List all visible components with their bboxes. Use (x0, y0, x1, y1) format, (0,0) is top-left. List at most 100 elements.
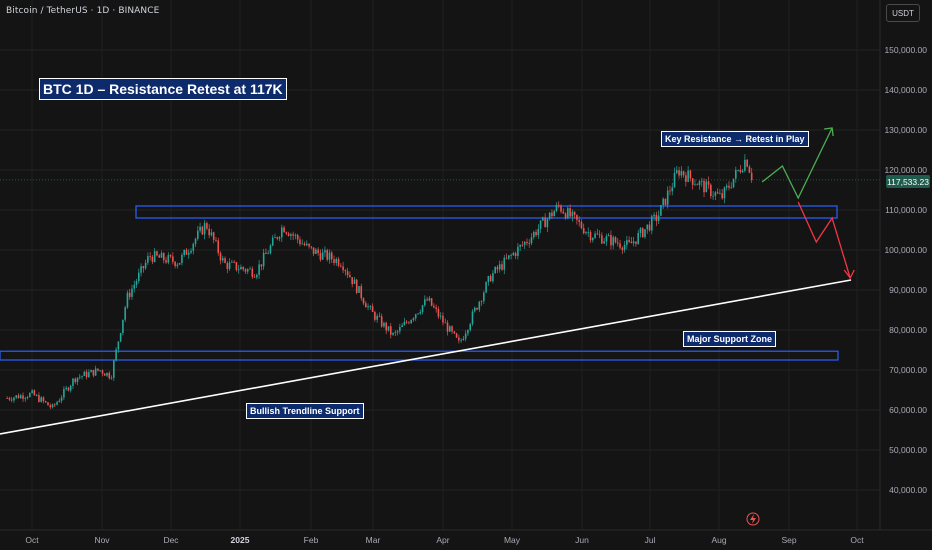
candle-body (110, 377, 113, 379)
last-price-label: 117,533.23 (886, 175, 930, 188)
zones-layer (0, 205, 839, 361)
candle-body (614, 237, 617, 243)
candle-body (72, 378, 74, 386)
candle-body (644, 229, 646, 238)
candle-body (619, 243, 621, 248)
candle-body (573, 211, 576, 215)
candle-body (585, 232, 587, 234)
y-tick-label: 40,000.00 (889, 485, 927, 495)
candle-body (206, 223, 208, 229)
candle-body (51, 404, 54, 408)
candle-body (553, 211, 556, 217)
misc-layer (746, 512, 760, 526)
candle-body (260, 264, 263, 267)
candle-body (551, 212, 553, 217)
candle-body (698, 181, 701, 186)
candle-body (76, 377, 79, 382)
candle-body (262, 252, 265, 267)
candle-body (169, 255, 172, 257)
candle-body (412, 318, 415, 320)
candle-body (42, 397, 45, 402)
candle-body (610, 235, 612, 246)
candle-body (414, 314, 417, 319)
candle-body (601, 235, 603, 244)
candle-body (532, 231, 535, 238)
x-tick-label: Mar (366, 535, 381, 545)
candle-body (612, 237, 615, 246)
candle-body (578, 219, 580, 222)
candle-body (31, 390, 33, 394)
candle-body (38, 395, 40, 402)
candle-body (696, 184, 699, 186)
candle-body (451, 326, 453, 332)
candle-body (122, 319, 124, 334)
candle-body (675, 170, 678, 173)
candle-body (135, 281, 138, 285)
x-tick-label: Jul (645, 535, 656, 545)
symbol-header: Bitcoin / TetherUS · 1D · BINANCE (6, 6, 160, 16)
candle-body (383, 322, 385, 327)
candle-body (324, 250, 326, 253)
candle-body (326, 250, 329, 260)
candle-body (15, 395, 18, 398)
candle-body (192, 243, 195, 251)
candle-body (660, 205, 662, 216)
x-tick-label: Nov (94, 535, 110, 545)
candle-body (716, 192, 719, 194)
candle-body (385, 322, 388, 331)
candle-body (78, 376, 81, 378)
y-tick-label: 50,000.00 (889, 445, 927, 455)
candle-body (714, 192, 717, 196)
candle-body (653, 214, 655, 217)
candle-body (240, 266, 242, 270)
candle-body (183, 249, 185, 255)
currency-button[interactable]: USDT (886, 4, 920, 22)
candle-body (355, 279, 358, 293)
candle-body (147, 256, 149, 263)
candle-body (685, 175, 687, 182)
candle-body (433, 305, 435, 308)
candle-body (344, 270, 347, 272)
candle-body (591, 237, 594, 241)
candle-body (340, 265, 342, 267)
candle-body (187, 252, 190, 255)
candle-body (165, 260, 167, 263)
trendline (0, 279, 852, 435)
candle-body (462, 338, 465, 341)
candle-body (244, 269, 247, 272)
candle-body (369, 306, 372, 308)
candle-body (514, 253, 517, 256)
candle-body (353, 279, 356, 284)
candle-body (315, 249, 317, 254)
candle-body (74, 378, 77, 382)
candle-body (735, 170, 737, 179)
candle-body (707, 181, 710, 185)
lightning-icon (746, 512, 760, 526)
candle-body (408, 322, 410, 324)
candle-body (641, 228, 644, 238)
candle-body (69, 385, 72, 391)
candle-body (567, 208, 569, 219)
candle-body (539, 220, 542, 229)
y-tick-label: 110,000.00 (885, 205, 927, 215)
candle-body (378, 315, 381, 317)
candle-body (231, 261, 233, 263)
candle-body (56, 402, 58, 405)
candle-body (671, 187, 674, 192)
candle-body (256, 274, 258, 278)
candle-body (49, 405, 52, 408)
candle-body (646, 224, 649, 230)
candle-body (292, 234, 294, 236)
candle-body (648, 224, 651, 231)
candle-body (8, 398, 11, 400)
candle-body (253, 276, 256, 278)
bullish-projection (761, 127, 833, 200)
candle-body (294, 234, 297, 236)
candle-body (501, 264, 503, 270)
support-zone-annotation: Major Support Zone (683, 331, 776, 347)
candle-body (162, 253, 165, 261)
candle-body (562, 211, 565, 214)
y-tick-label: 90,000.00 (889, 285, 927, 295)
candle-body (33, 390, 36, 396)
